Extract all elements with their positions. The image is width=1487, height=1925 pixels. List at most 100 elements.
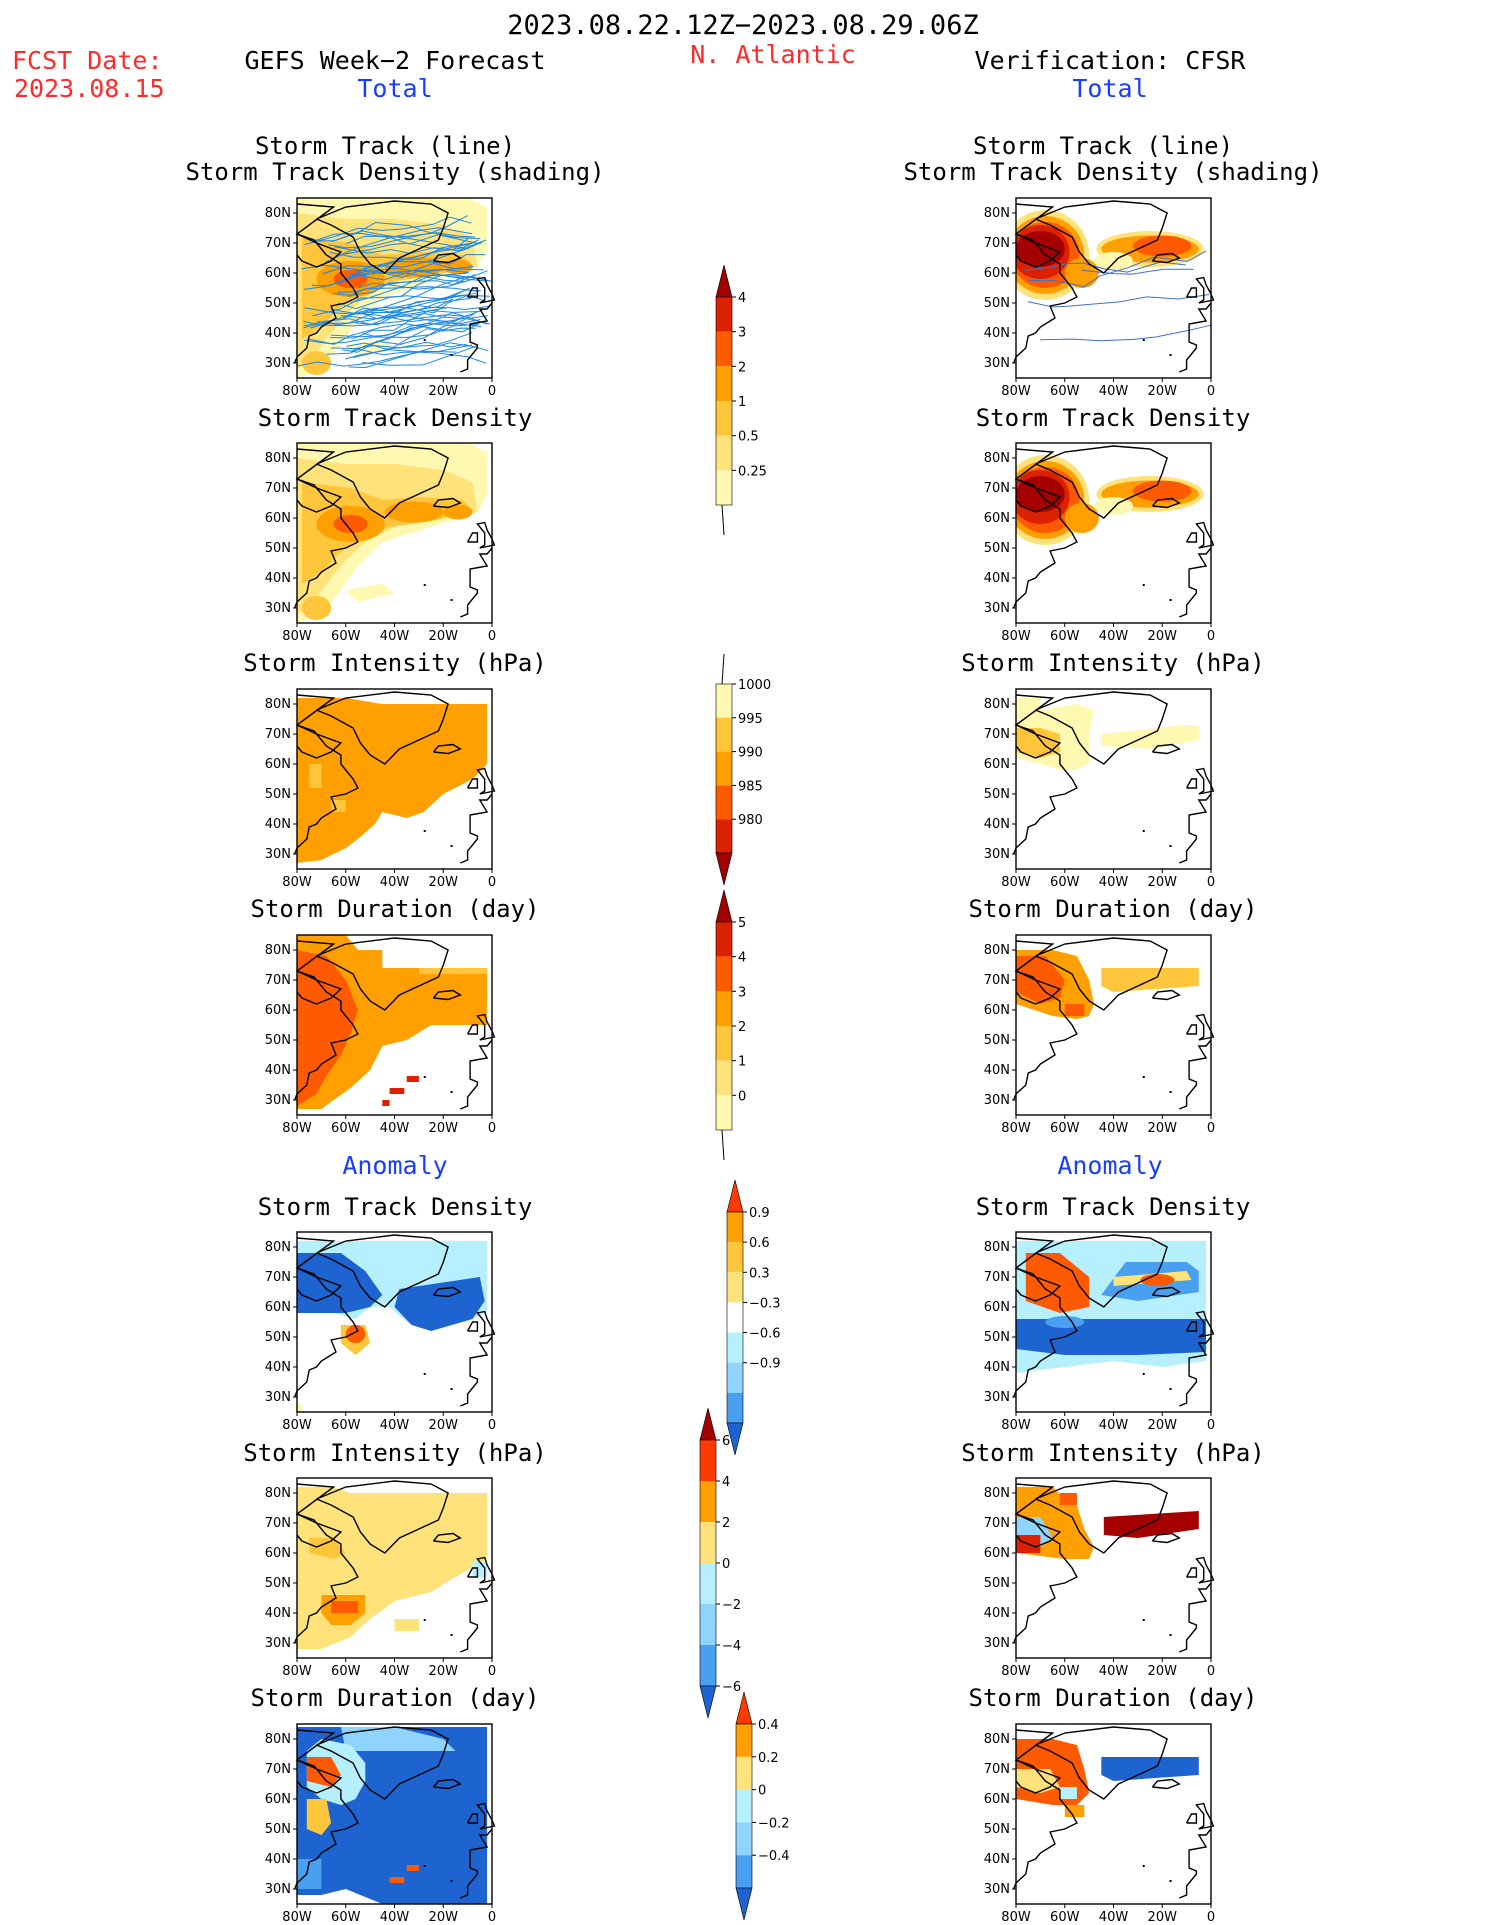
lat-tick-label: 60N	[984, 757, 1010, 772]
lon-tick-label: 20W	[1148, 629, 1178, 644]
colorbar-label: 0	[758, 1784, 766, 1799]
storm-track-line	[1027, 294, 1210, 308]
storm-track-line	[337, 294, 490, 310]
storm-track-line	[340, 313, 488, 320]
panel-title-duration-left: Storm Duration (day)	[250, 895, 540, 923]
storm-track-line	[331, 227, 473, 259]
lon-tick-label: 20W	[429, 1418, 459, 1433]
colorbar-label: 990	[738, 746, 763, 761]
colorbar-label: 4	[738, 291, 746, 306]
gefs-anom-intensity-shading	[297, 1487, 488, 1649]
colorbar-segment	[700, 1440, 716, 1481]
lon-tick-label: 20W	[429, 384, 459, 399]
lon-tick-label: 60W	[331, 384, 361, 399]
date-range-title: 2023.08.22.12Z−2023.08.29.06Z	[507, 10, 979, 41]
lat-tick-label: 40N	[265, 1360, 291, 1375]
lon-tick-label: 60W	[1050, 1418, 1080, 1433]
panel-title-anom-duration-left: Storm Duration (day)	[250, 1684, 540, 1712]
lat-tick-label: 40N	[265, 1852, 291, 1867]
panel-title-duration-right: Storm Duration (day)	[968, 895, 1258, 923]
storm-track-line	[348, 342, 469, 369]
lat-tick-label: 70N	[265, 1516, 291, 1531]
panel-title-track-shading-left: Storm Track Density (shading)	[185, 158, 605, 186]
lon-tick-label: 0	[488, 1418, 496, 1433]
colorbar-segment	[736, 1789, 752, 1823]
lon-tick-label: 80W	[282, 1121, 312, 1136]
lat-tick-label: 40N	[984, 1606, 1010, 1621]
storm-track-line	[331, 221, 481, 243]
storm-track-line	[328, 215, 469, 249]
lon-tick-label: 40W	[380, 875, 410, 890]
lat-tick-label: 60N	[265, 1546, 291, 1561]
lat-tick-label: 80N	[265, 943, 291, 958]
lat-tick-label: 50N	[265, 1576, 291, 1591]
lat-tick-label: 60N	[984, 1300, 1010, 1315]
lon-tick-label: 40W	[1099, 1418, 1129, 1433]
storm-track-line	[342, 304, 490, 320]
gefs-track-density-shading	[297, 443, 488, 623]
lat-tick-label: 70N	[265, 1762, 291, 1777]
colorbar-segment	[700, 1522, 716, 1563]
lat-tick-label: 30N	[984, 847, 1010, 862]
lon-tick-label: 0	[1207, 875, 1215, 890]
lon-tick-label: 40W	[1099, 384, 1129, 399]
lat-tick-label: 80N	[984, 451, 1010, 466]
colorbar-segment	[736, 1724, 752, 1757]
colorbar-label: 2	[738, 1020, 746, 1035]
colorbar-label: −0.6	[749, 1327, 781, 1342]
colorbar-label: 0.2	[758, 1751, 779, 1766]
lon-tick-label: 80W	[282, 629, 312, 644]
panel-title-anom-intensity-right: Storm Intensity (hPa)	[961, 1439, 1265, 1467]
colorbar-label: 1000	[738, 678, 771, 693]
lon-tick-label: 0	[1207, 1664, 1215, 1679]
lat-tick-label: 30N	[984, 356, 1010, 371]
verification-title: Verification: CFSR	[974, 46, 1246, 75]
colorbar-arrow-top	[721, 653, 725, 685]
lon-tick-label: 80W	[282, 1910, 312, 1925]
lat-tick-label: 50N	[265, 1033, 291, 1048]
lat-tick-label: 80N	[984, 697, 1010, 712]
lon-tick-label: 0	[488, 1910, 496, 1925]
lon-tick-label: 60W	[1050, 1121, 1080, 1136]
colorbar-segment	[727, 1212, 743, 1243]
left-anomaly-label: Anomaly	[342, 1151, 448, 1180]
lat-tick-label: 40N	[265, 1606, 291, 1621]
storm-track-line	[311, 272, 467, 287]
colorbar-label: −0.9	[749, 1357, 781, 1372]
lon-tick-label: 60W	[1050, 875, 1080, 890]
lat-tick-label: 80N	[984, 1240, 1010, 1255]
lon-tick-label: 0	[1207, 1121, 1215, 1136]
coastline	[1012, 1234, 1215, 1407]
cfsr-track-line-shading	[1016, 210, 1211, 342]
lat-tick-label: 70N	[984, 973, 1010, 988]
storm-track-line	[303, 307, 448, 327]
colorbar-arrow-bottom	[735, 1887, 753, 1921]
cfsr-anom-density-shading	[1016, 1241, 1207, 1373]
colorbar-label: −0.2	[758, 1816, 790, 1831]
lon-tick-label: 80W	[1001, 1418, 1031, 1433]
gefs-track-line-shading	[297, 198, 492, 378]
colorbar-label: 2	[738, 360, 746, 375]
lat-tick-label: 60N	[984, 1792, 1010, 1807]
lat-tick-label: 30N	[265, 1882, 291, 1897]
lat-tick-label: 30N	[265, 356, 291, 371]
lat-tick-label: 50N	[984, 787, 1010, 802]
colorbar-segment	[716, 331, 732, 367]
panel-title-density-left: Storm Track Density	[257, 404, 533, 432]
colorbar-segment	[716, 1060, 732, 1096]
colorbar-label: 0.6	[749, 1236, 770, 1251]
lon-tick-label: 20W	[429, 1121, 459, 1136]
lon-tick-label: 20W	[1148, 1664, 1178, 1679]
colorbar-label: 0	[738, 1089, 746, 1104]
lon-tick-label: 0	[1207, 1910, 1215, 1925]
lon-tick-label: 40W	[380, 1910, 410, 1925]
panel-title-track-line-right: Storm Track (line)	[972, 132, 1234, 160]
colorbar-segment	[727, 1362, 743, 1393]
panel-title-intensity-left: Storm Intensity (hPa)	[243, 649, 547, 677]
colorbar-label: −6	[722, 1680, 741, 1695]
lat-tick-label: 60N	[265, 1300, 291, 1315]
colorbar-arrow-top	[726, 1179, 744, 1213]
colorbar-segment	[716, 684, 732, 718]
colorbar-label: 985	[738, 779, 763, 794]
coastline	[293, 1234, 496, 1407]
